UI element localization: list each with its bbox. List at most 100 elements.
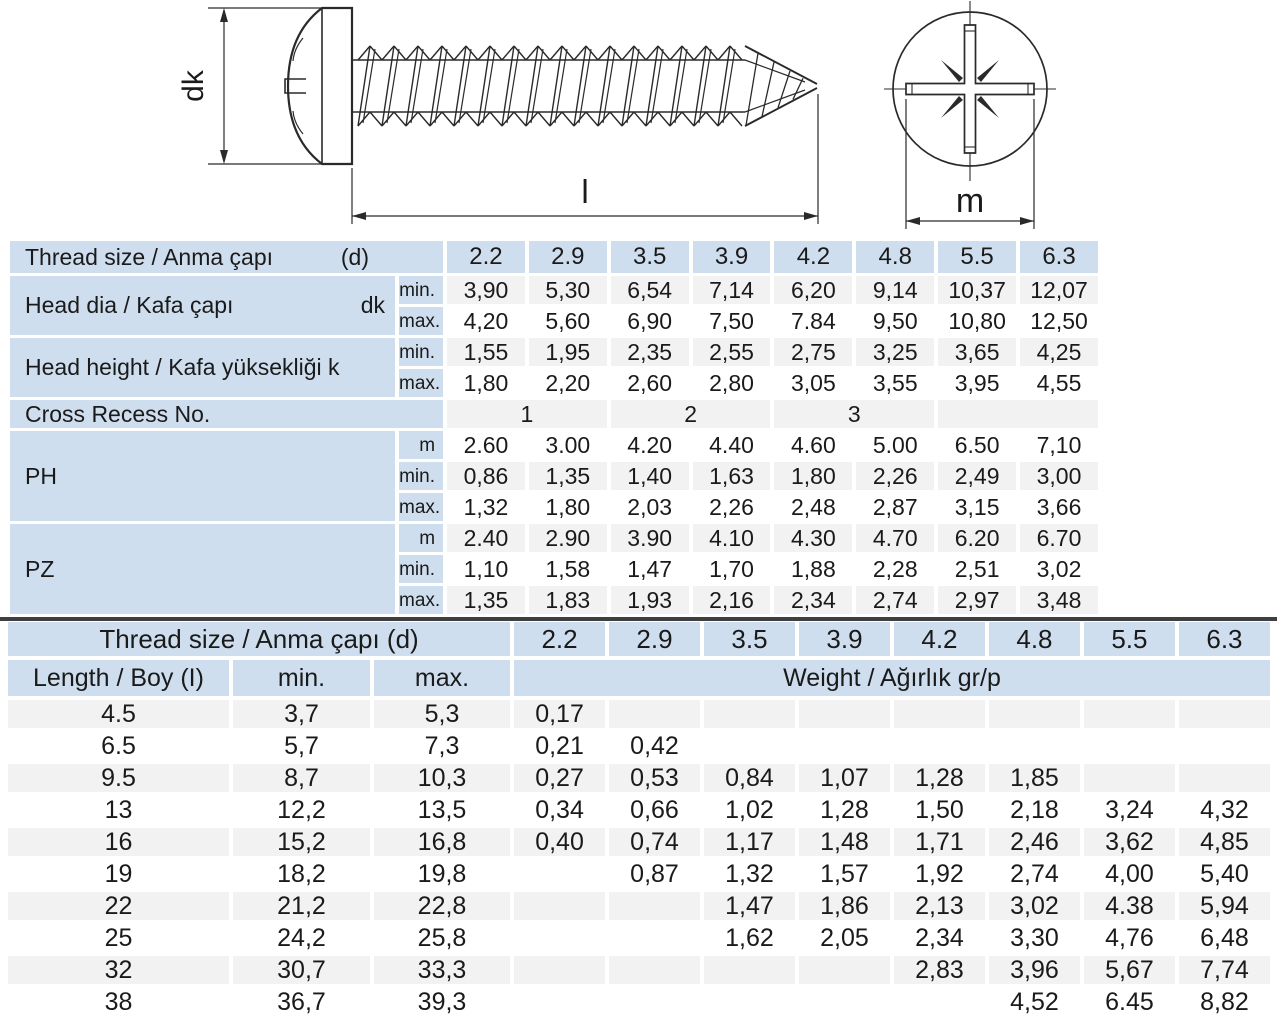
t2-weight-cell: 3,24 (1083, 796, 1179, 828)
t2-length-cell: 6.5 (8, 732, 233, 764)
t2-weight-cell: 4,76 (1083, 924, 1179, 956)
t2-weight-cell (704, 732, 799, 764)
t1-value-cell: 3,02 (1020, 555, 1102, 586)
t2-weight-cell: 2,83 (893, 956, 989, 988)
t2-weight-cell: 1,32 (704, 860, 799, 892)
t1-value-cell: 2,55 (692, 338, 775, 369)
t1-group-label-text: Head height / Kafa yüksekliği k (25, 354, 340, 380)
t2-weight-cell (514, 892, 610, 924)
t1-value-cell: 2.60 (447, 431, 529, 462)
t1-value-cell: 1,47 (610, 555, 693, 586)
t1-value-cell: 7.84 (774, 307, 857, 338)
t1-cross-label-text: Cross Recess No. (25, 400, 211, 427)
t1-value-cell: 4,55 (1020, 369, 1102, 400)
pozidriv-tick-sw (941, 96, 963, 118)
t2-max-cell: 10,3 (374, 764, 515, 796)
t2-weight-cell: 1,85 (988, 764, 1084, 796)
t2-max-cell: 5,3 (374, 700, 515, 732)
t2-weight-cell: 1,86 (798, 892, 894, 924)
t2-weight-cell (609, 956, 704, 988)
arrow-up-icon (220, 8, 228, 22)
t1-value-cell: 10,80 (938, 307, 1021, 338)
t1-value-cell: 2,34 (774, 586, 857, 617)
t1-value-cell: 4.30 (774, 524, 857, 555)
t1-value-cell: 1,40 (610, 462, 693, 493)
t2-length-cell: 16 (8, 828, 233, 860)
t2-weight-cell: 1,47 (704, 892, 799, 924)
t1-subrow-label: m (399, 431, 448, 462)
t2-weight-cell: 4,85 (1178, 828, 1274, 860)
t2-weight-cell: 0,87 (609, 860, 704, 892)
t1-value-cell: 4,25 (1020, 338, 1102, 369)
t1-value-cell: 12,50 (1020, 307, 1102, 338)
t2-weight-cell: 4,32 (1178, 796, 1274, 828)
t2-weight-cell: 0,84 (704, 764, 799, 796)
t1-cross-recess-cell: 3 (774, 400, 939, 431)
t2-weight-cell (798, 700, 894, 732)
t2-length-cell: 13 (8, 796, 233, 828)
t2-size-header: 2.9 (609, 622, 704, 660)
t2-weight-cell: 4,52 (988, 988, 1084, 1020)
t1-group-label: PZ (10, 524, 399, 617)
t2-weight-cell (704, 956, 799, 988)
t2-max-cell: 7,3 (374, 732, 515, 764)
t1-size-header: 2.2 (447, 241, 529, 276)
t1-subrow-label: max. (399, 307, 448, 338)
t2-col-weight: Weight / Ağırlık gr/p (514, 660, 1274, 700)
t2-min-cell: 18,2 (233, 860, 374, 892)
t2-weight-cell (514, 924, 610, 956)
t2-length-cell: 9.5 (8, 764, 233, 796)
t1-value-cell: 4.70 (856, 524, 939, 555)
t1-value-cell: 2,60 (610, 369, 693, 400)
t2-weight-cell: 0,53 (609, 764, 704, 796)
t2-weight-cell (609, 700, 704, 732)
t2-weight-cell (704, 700, 799, 732)
t2-min-cell: 15,2 (233, 828, 374, 860)
t1-value-cell: 1,83 (528, 586, 611, 617)
t1-value-cell: 2,49 (938, 462, 1021, 493)
t1-value-cell: 9,14 (856, 276, 939, 307)
t1-subrow-label: m (399, 524, 448, 555)
t1-value-cell: 12,07 (1020, 276, 1102, 307)
screw-front-view: m (884, 1, 1056, 229)
thread-pattern (352, 45, 818, 127)
t1-value-cell: 2,87 (856, 493, 939, 524)
t2-min-cell: 12,2 (233, 796, 374, 828)
t2-min-cell: 36,7 (233, 988, 374, 1020)
t1-value-cell: 2,16 (692, 586, 775, 617)
t2-weight-cell: 4.38 (1083, 892, 1179, 924)
t2-weight-cell (1083, 732, 1179, 764)
t2-length-cell: 38 (8, 988, 233, 1020)
t1-subrow-label: min. (399, 276, 448, 307)
t2-weight-cell: 2,34 (893, 924, 989, 956)
t1-value-cell: 2,20 (528, 369, 611, 400)
t2-weight-cell (514, 988, 610, 1020)
t2-weight-cell (1083, 700, 1179, 732)
t1-value-cell: 3,66 (1020, 493, 1102, 524)
t1-value-cell: 6.70 (1020, 524, 1102, 555)
t2-weight-cell: 4,00 (1083, 860, 1179, 892)
arrow-left-icon (352, 212, 366, 220)
t1-value-cell: 6,90 (610, 307, 693, 338)
t1-value-cell: 0,86 (447, 462, 529, 493)
t1-value-cell: 3,65 (938, 338, 1021, 369)
t1-value-cell: 1,88 (774, 555, 857, 586)
t2-weight-cell (1178, 764, 1274, 796)
t2-weight-cell: 5,40 (1178, 860, 1274, 892)
t1-value-cell: 2,97 (938, 586, 1021, 617)
arrow-right-icon (804, 212, 818, 220)
t1-subrow-label: min. (399, 462, 448, 493)
t1-group-symbol: dk (360, 292, 385, 318)
t2-col-min: min. (233, 660, 374, 700)
t1-value-cell: 6.20 (938, 524, 1021, 555)
screw-side-view: dk l (177, 6, 819, 224)
t1-subrow-label: min. (399, 338, 448, 369)
t1-value-cell: 4.60 (774, 431, 857, 462)
t2-header-label: Thread size / Anma çapı (d) (8, 622, 515, 660)
t1-size-header: 5.5 (938, 241, 1021, 276)
t2-weight-cell: 1,28 (893, 764, 989, 796)
t2-col-length: Length / Boy (I) (8, 660, 233, 700)
t2-weight-cell (893, 988, 989, 1020)
dimension-table: Thread size / Anma çapı (d) 2.2 2.9 3.5 3.9 4.… (10, 241, 1102, 617)
t1-value-cell: 1,70 (692, 555, 775, 586)
